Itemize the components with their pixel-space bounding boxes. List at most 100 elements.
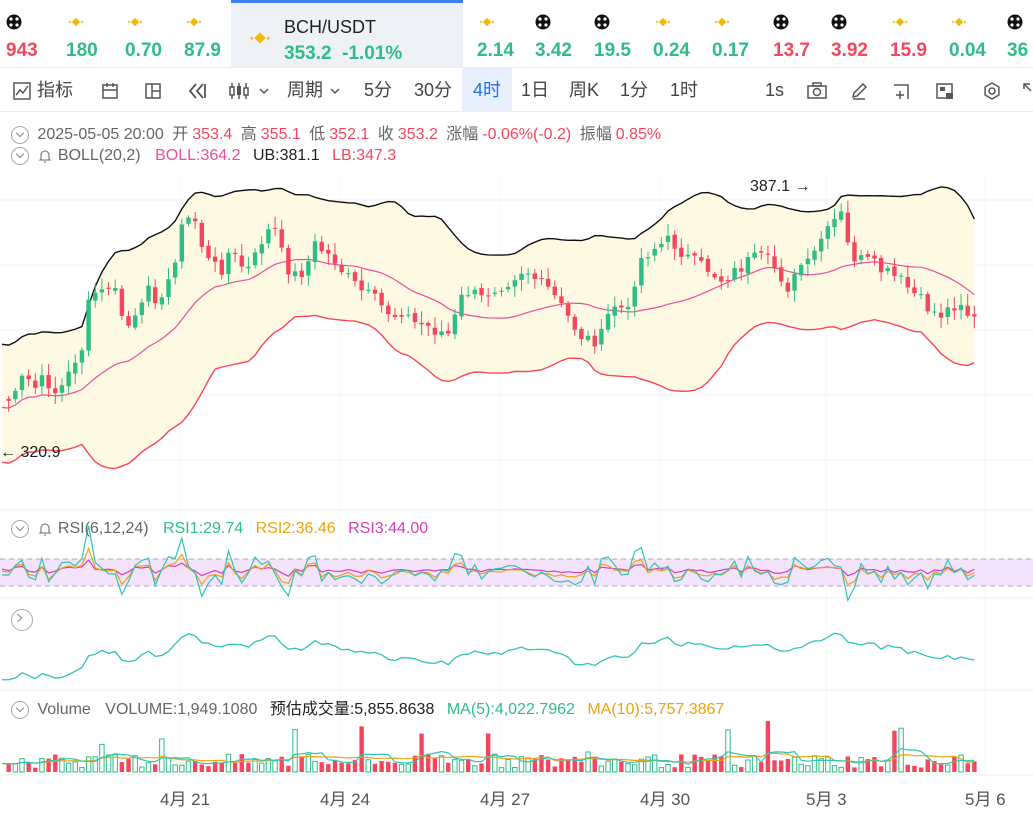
volume-bar xyxy=(279,756,284,772)
volume-bar xyxy=(365,759,372,773)
collapse-icon[interactable] xyxy=(11,125,29,144)
ticker-item[interactable]: 15.9 xyxy=(890,0,948,67)
candle-body xyxy=(366,289,371,291)
template-button[interactable] xyxy=(934,68,956,112)
volume-bar xyxy=(952,756,957,772)
candle-body xyxy=(725,280,731,282)
candle-body xyxy=(339,265,344,273)
ticker-item[interactable]: 0.17 xyxy=(712,0,770,67)
boll-legend: BOLL(20,2) BOLL:364.2 UB:381.1 LB:347.3 xyxy=(11,147,400,165)
volume-bar xyxy=(651,754,658,773)
candle-body xyxy=(779,267,784,282)
add-indicator-button[interactable] xyxy=(890,68,912,112)
ticker-value: 180 xyxy=(66,40,98,61)
volume-bar xyxy=(352,760,358,772)
candle-body xyxy=(133,315,138,328)
candle-body xyxy=(705,258,711,272)
volume-bar xyxy=(59,757,65,773)
ticker-value: 0.70 xyxy=(125,40,162,61)
candle-body xyxy=(226,252,231,275)
volume-bar xyxy=(339,762,344,772)
indicators-button[interactable]: 指标 xyxy=(12,68,73,112)
volume-bar xyxy=(945,764,951,773)
candle-body xyxy=(352,272,358,282)
ticker-item[interactable]: 943 xyxy=(6,0,64,67)
interval-1[interactable]: 30分 xyxy=(413,80,453,100)
candle-body xyxy=(958,304,964,311)
ticker-item[interactable]: 180 xyxy=(66,0,124,67)
collapse-icon[interactable] xyxy=(11,147,29,165)
chart-type-button[interactable] xyxy=(228,68,271,112)
candle-body xyxy=(918,294,924,296)
bell-icon[interactable] xyxy=(37,521,53,537)
ticker-item[interactable]: 13.7 xyxy=(773,0,831,67)
ticker-item[interactable]: 0.24 xyxy=(653,0,711,67)
volume-bar xyxy=(485,733,491,772)
active-ticker[interactable]: BCH/USDT 353.2 -1.01% xyxy=(231,0,463,67)
replay-button[interactable] xyxy=(186,68,208,112)
screenshot-button[interactable] xyxy=(806,68,828,112)
candle-body xyxy=(552,286,557,296)
candle-body xyxy=(825,226,831,239)
candle-body xyxy=(812,250,817,260)
interval-2[interactable]: 4时 xyxy=(462,68,512,112)
candle-body xyxy=(459,294,464,317)
interval-6[interactable]: 1时 xyxy=(669,80,698,100)
period-dropdown[interactable]: 周期 xyxy=(287,68,342,112)
volume-ma5-line xyxy=(1,747,975,765)
volume-bar xyxy=(26,761,31,772)
rsi3-value: RSI3:44.00 xyxy=(348,520,429,538)
chevron-right-icon[interactable] xyxy=(11,609,33,631)
ticker-item[interactable]: 36 xyxy=(1007,0,1033,67)
ticker-item[interactable]: 2.14 xyxy=(477,0,535,67)
volume-bar xyxy=(212,761,218,772)
expand-indicator[interactable] xyxy=(11,609,37,631)
interval-4[interactable]: 周K xyxy=(568,80,599,100)
max-price-label: 387.1 → xyxy=(750,178,810,195)
candle-body xyxy=(512,280,518,287)
candle-body xyxy=(312,241,318,263)
candle-body xyxy=(745,257,751,274)
panels-button[interactable] xyxy=(143,68,163,112)
volume-bar xyxy=(72,761,78,773)
interval-3[interactable]: 1日 xyxy=(520,80,549,100)
ticker-item[interactable]: 0.04 xyxy=(949,0,1007,67)
candle-body xyxy=(152,287,158,304)
candle-body xyxy=(239,255,244,267)
candle-body xyxy=(792,273,797,291)
ticker-item[interactable]: 0.70 xyxy=(125,0,183,67)
ticker-item[interactable]: 3.42 xyxy=(535,0,593,67)
volume-bar xyxy=(585,751,591,773)
bell-icon[interactable] xyxy=(37,148,53,164)
binance-icon xyxy=(186,17,202,27)
candle-body xyxy=(212,256,218,262)
candle-body xyxy=(412,313,418,323)
candle-body xyxy=(199,222,204,247)
ticker-item[interactable]: 3.92 xyxy=(831,0,889,67)
ticker-value: 15.9 xyxy=(890,40,927,61)
layout-button[interactable] xyxy=(100,68,120,112)
collapse-icon[interactable] xyxy=(11,520,29,538)
volume-bar xyxy=(405,763,411,773)
volume-bar xyxy=(712,754,717,772)
collapse-icon[interactable] xyxy=(11,700,29,719)
candle-body xyxy=(585,335,591,340)
settings-button[interactable] xyxy=(982,68,1002,112)
candle-body xyxy=(838,211,844,220)
ticker-item[interactable]: 19.5 xyxy=(594,0,652,67)
volume-bar xyxy=(745,759,751,773)
candle-body xyxy=(272,227,278,229)
ticker-item[interactable]: 87.9 xyxy=(184,0,242,67)
volume-bar xyxy=(619,761,624,772)
interval-0[interactable]: 5分 xyxy=(363,80,392,100)
draw-button[interactable] xyxy=(849,68,869,112)
ticker-value: 3.92 xyxy=(831,40,868,61)
refresh-speed[interactable]: 1s xyxy=(765,80,785,100)
network-icon xyxy=(1007,14,1023,30)
candle-body xyxy=(53,388,58,394)
volume-bar xyxy=(958,754,964,773)
fullscreen-button[interactable] xyxy=(1022,68,1033,112)
interval-5[interactable]: 1分 xyxy=(619,80,648,100)
